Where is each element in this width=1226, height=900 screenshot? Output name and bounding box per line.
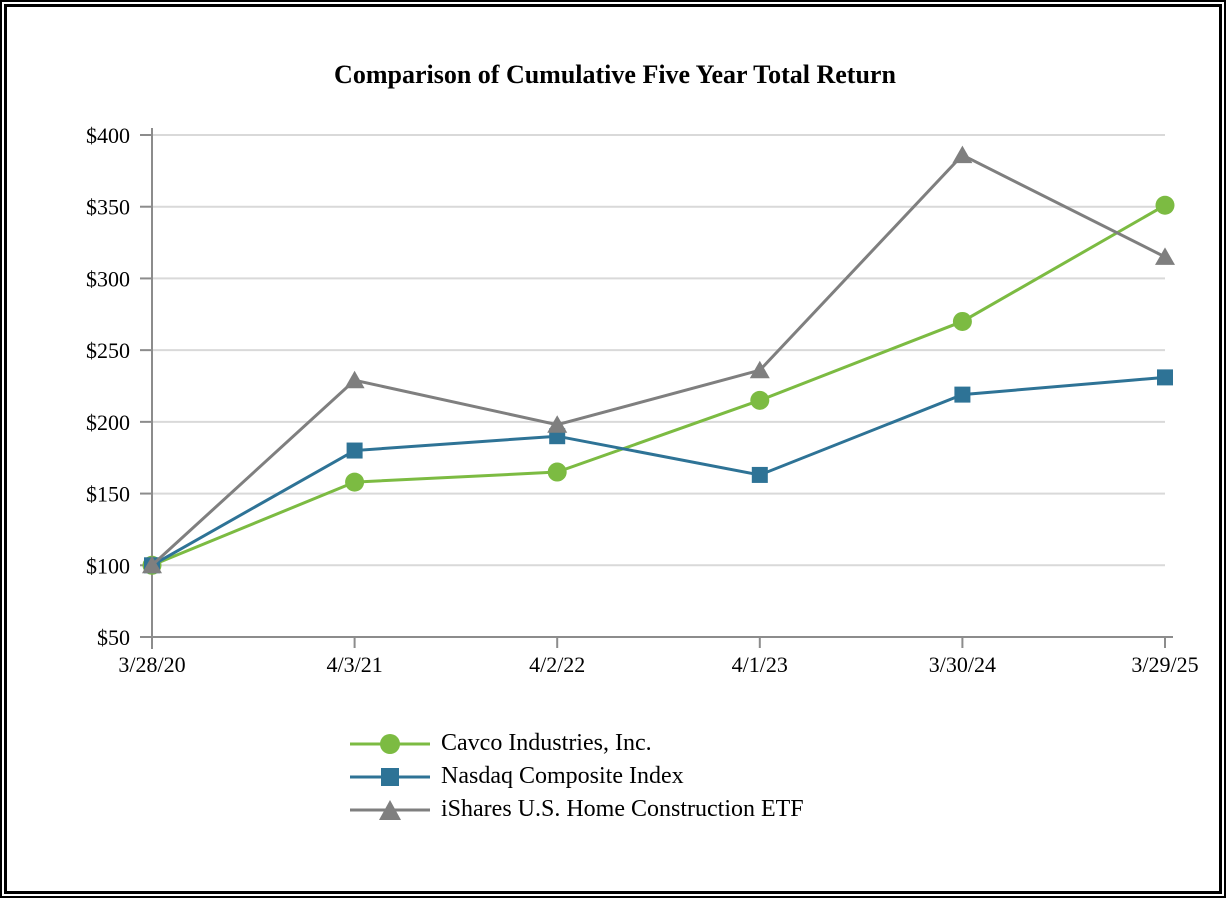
data-point-marker — [345, 472, 365, 492]
series-nasdaq-composite-index — [144, 369, 1173, 574]
y-tick-label: $50 — [97, 625, 130, 650]
chart-legend: Cavco Industries, Inc. Nasdaq Composite I… — [349, 727, 804, 826]
y-tick-label: $150 — [86, 482, 130, 507]
x-tick-label: 3/30/24 — [929, 652, 996, 677]
series-cavco-industries-inc — [142, 195, 1175, 575]
legend-marker-icon — [379, 799, 401, 820]
series-line — [151, 203, 1166, 567]
data-point-marker — [346, 442, 363, 459]
x-tick-label: 4/3/21 — [326, 652, 382, 677]
series-line — [151, 375, 1166, 567]
legend-label: iShares U.S. Home Construction ETF — [441, 796, 804, 822]
legend-item-ishares-u-s-home-construction-etf: iShares U.S. Home Construction ETF — [349, 793, 804, 826]
data-point-marker — [750, 390, 770, 410]
data-point-marker — [751, 466, 768, 483]
legend-item-cavco-industries-inc: Cavco Industries, Inc. — [349, 727, 804, 760]
gridlines — [152, 134, 1165, 567]
y-axis-ticks-and-labels: $50 $100 $150 $200 $250 $300 $350 $400 — [86, 123, 152, 650]
data-point-marker — [952, 311, 972, 331]
data-point-marker — [547, 462, 567, 482]
triangle-marker-swatch-icon — [350, 799, 430, 820]
legend-marker-icon — [380, 733, 400, 754]
legend-label: Nasdaq Composite Index — [441, 763, 684, 789]
x-tick-label: 3/29/25 — [1131, 652, 1198, 677]
data-point-marker — [952, 145, 973, 164]
data-point-marker — [344, 370, 365, 389]
data-point-marker — [954, 386, 971, 403]
x-tick-label: 4/2/22 — [529, 652, 585, 677]
data-point-marker — [547, 415, 568, 433]
y-tick-label: $100 — [86, 553, 130, 578]
data-point-marker — [1157, 369, 1173, 386]
series-ishares-u-s-home-construction-etf — [142, 145, 1175, 574]
y-tick-label: $400 — [86, 123, 130, 148]
y-tick-label: $250 — [86, 338, 130, 363]
x-tick-label: 3/28/20 — [118, 652, 185, 677]
data-point-marker — [1155, 247, 1175, 265]
y-tick-label: $350 — [86, 195, 130, 220]
legend-marker-icon — [381, 767, 399, 786]
series-line — [150, 153, 1166, 567]
x-axis-ticks-and-labels: 3/28/20 4/3/21 4/2/22 4/1/23 3/30/24 3/29/25 — [118, 637, 1199, 677]
square-marker-swatch-icon — [350, 767, 430, 786]
legend-item-nasdaq-composite-index: Nasdaq Composite Index — [349, 760, 804, 793]
data-point-marker — [749, 360, 770, 379]
data-point-marker — [142, 555, 162, 574]
y-tick-label: $300 — [86, 266, 130, 291]
y-tick-label: $200 — [86, 410, 130, 435]
chart-title: Comparison of Cumulative Five Year Total… — [334, 60, 896, 89]
data-point-marker — [1155, 195, 1175, 215]
legend-label: Cavco Industries, Inc. — [441, 730, 652, 756]
circle-marker-swatch-icon — [350, 733, 430, 754]
x-tick-label: 4/1/23 — [732, 652, 788, 677]
